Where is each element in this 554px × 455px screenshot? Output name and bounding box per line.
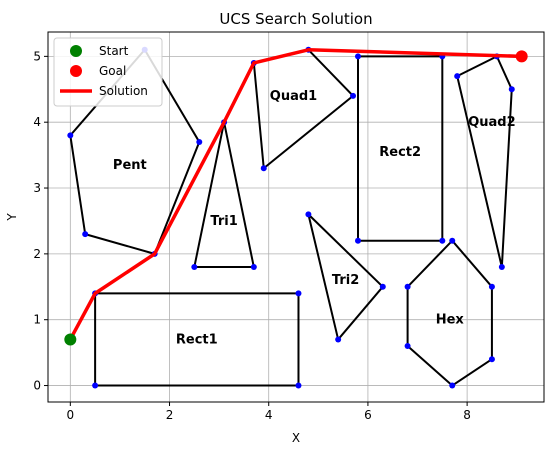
obstacle-vertex-pent-4 bbox=[82, 231, 89, 238]
obstacle-rect2: Rect2 bbox=[355, 53, 446, 244]
chart-title: UCS Search Solution bbox=[219, 10, 372, 28]
obstacle-vertex-hex-2 bbox=[488, 356, 495, 363]
obstacle-vertex-hex-1 bbox=[488, 283, 495, 290]
obstacle-vertex-hex-0 bbox=[449, 237, 456, 244]
obstacle-label-rect2: Rect2 bbox=[379, 145, 421, 160]
obstacle-vertex-tri2-0 bbox=[305, 211, 312, 218]
obstacle-vertex-tri1-1 bbox=[250, 264, 257, 271]
y-axis-label: Y bbox=[5, 213, 19, 222]
obstacle-label-quad1: Quad1 bbox=[270, 89, 317, 104]
obstacle-quad2: Quad2 bbox=[454, 53, 516, 271]
legend-label-goal: Goal bbox=[99, 64, 126, 78]
solution-path bbox=[68, 48, 524, 342]
legend-label-start: Start bbox=[99, 44, 129, 58]
obstacle-vertex-rect2-0 bbox=[355, 53, 361, 60]
obstacle-tri1: Tri1 bbox=[191, 119, 257, 271]
legend-label-solution: Solution bbox=[99, 84, 148, 98]
obstacle-vertex-quad2-0 bbox=[454, 73, 461, 80]
y-tick-label-4: 4 bbox=[33, 115, 41, 129]
x-tick-label-8: 8 bbox=[463, 408, 471, 422]
start-marker bbox=[64, 333, 77, 346]
obstacle-tri2: Tri2 bbox=[305, 211, 386, 343]
obstacle-label-tri1: Tri1 bbox=[210, 214, 237, 229]
plot-frame bbox=[47, 31, 545, 403]
y-tick-label-2: 2 bbox=[33, 247, 41, 261]
obstacle-vertex-rect1-1 bbox=[295, 290, 302, 297]
obstacles: Pent Tri1 Quad1 Rect2 Quad2 Tri2 Hex Rect1 bbox=[67, 46, 516, 389]
legend-box bbox=[53, 37, 163, 107]
x-tick-label-4: 4 bbox=[265, 408, 273, 422]
obstacle-vertex-hex-5 bbox=[404, 283, 411, 290]
x-tick-label-2: 2 bbox=[166, 408, 174, 422]
obstacle-vertex-rect1-2 bbox=[295, 382, 302, 389]
obstacle-vertex-quad1-2 bbox=[350, 92, 357, 99]
x-axis-label: X bbox=[292, 431, 300, 445]
obstacle-vertex-tri2-2 bbox=[335, 336, 342, 343]
obstacle-vertex-rect1-3 bbox=[92, 382, 99, 389]
obstacle-label-rect1: Rect1 bbox=[176, 332, 218, 347]
x-tick-label-6: 6 bbox=[364, 408, 372, 422]
y-tick-label-1: 1 bbox=[33, 313, 41, 327]
obstacle-vertex-quad2-2 bbox=[508, 86, 515, 93]
obstacle-outline-tri2 bbox=[307, 213, 384, 341]
goal-marker bbox=[515, 50, 528, 63]
obstacle-vertex-hex-4 bbox=[404, 343, 411, 350]
obstacle-rect1: Rect1 bbox=[92, 290, 302, 389]
obstacle-vertex-tri1-2 bbox=[191, 264, 198, 271]
y-tick-label-5: 5 bbox=[33, 49, 41, 63]
obstacle-vertex-pent-2 bbox=[196, 138, 203, 145]
obstacle-vertex-hex-3 bbox=[449, 382, 456, 389]
obstacle-vertex-quad1-3 bbox=[260, 165, 267, 172]
obstacle-vertex-pent-0 bbox=[67, 132, 74, 139]
obstacle-label-quad2: Quad2 bbox=[468, 115, 515, 130]
obstacle-label-hex: Hex bbox=[436, 313, 465, 328]
y-tick-label-3: 3 bbox=[33, 181, 41, 195]
axis-ticks: 0 2 4 6 8 0 1 2 3 4 5 bbox=[33, 49, 471, 422]
legend-swatch-goal bbox=[70, 65, 82, 77]
x-tick-label-0: 0 bbox=[66, 408, 74, 422]
legend: Start Goal Solution bbox=[53, 37, 163, 107]
obstacle-outline-tri1 bbox=[193, 121, 255, 269]
obstacle-label-pent: Pent bbox=[113, 158, 147, 173]
obstacle-vertex-quad2-3 bbox=[498, 264, 505, 271]
legend-swatch-start bbox=[70, 45, 82, 57]
solution-path-layer bbox=[68, 48, 524, 342]
y-tick-label-0: 0 bbox=[33, 379, 41, 393]
obstacle-hex: Hex bbox=[404, 237, 495, 389]
obstacle-vertex-rect2-3 bbox=[355, 237, 361, 244]
obstacle-label-tri2: Tri2 bbox=[332, 273, 359, 288]
start-goal-markers bbox=[64, 50, 528, 346]
obstacle-vertex-rect2-2 bbox=[439, 237, 446, 244]
obstacle-vertex-tri2-1 bbox=[379, 283, 386, 290]
